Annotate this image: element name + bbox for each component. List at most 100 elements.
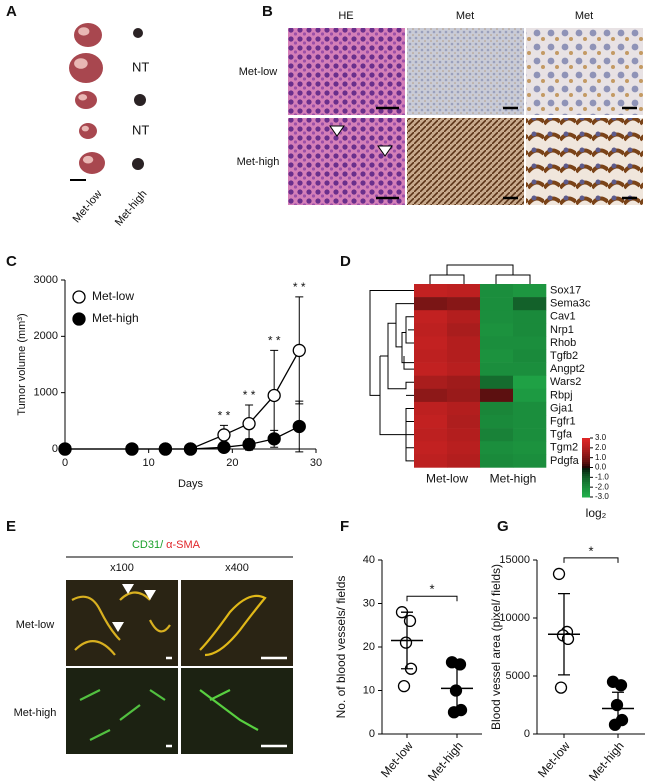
heatmap-cell [513,336,547,350]
heatmap-cell [447,454,481,468]
micrograph [407,28,524,115]
panel-label: B [262,3,273,20]
legend-label: Met-low [92,289,134,303]
sd-bar [612,691,624,726]
heatmap-cell [513,375,547,390]
heatmap-cell [447,415,481,429]
y-tick-label: 2000 [34,330,58,342]
heatmap-cell [447,441,481,455]
heatmap-cell [513,454,547,468]
point [292,419,306,434]
point [183,442,198,456]
heatmap-cell [447,310,481,324]
y-tick-label: 15000 [499,554,530,566]
row-label: Rhob [550,337,576,349]
point [292,343,306,358]
colorbar-step [582,491,590,494]
colorbar-tick-label: -1.0 [595,472,609,481]
heatmap-cell [480,415,514,429]
heatmap-cell [480,349,514,363]
heatmap-cell [414,323,448,337]
group-label: Met-high [113,188,150,228]
point [267,388,281,403]
heatmap-cell [414,284,448,298]
tumor [132,158,144,170]
colorbar-step [582,465,590,468]
row-label: Met-high [14,707,57,719]
y-axis-label: No. of blood vessels/ fields [334,576,348,719]
sd-bar [451,661,463,716]
row-label: Wars2 [550,376,581,388]
colorbar-step [582,471,590,474]
heatmap-cell [480,454,514,468]
colorbar-tick-label: -3.0 [595,492,609,501]
column-header: x400 [225,562,249,574]
x-tick-label: 30 [310,457,322,469]
y-tick-label: 5000 [506,670,530,682]
heatmap-cell [414,388,448,403]
row-label: Nrp1 [550,324,574,336]
tumor-highlight [82,155,94,164]
vessel [199,594,267,657]
row-label: Cav1 [550,311,576,323]
colorbar-tick-label: 2.0 [595,443,607,452]
heatmap-cell [447,428,481,442]
heatmap-cell [414,441,448,455]
x-tick-label: Met-high [425,739,466,782]
point [58,442,72,456]
colorbar-tick-label: 0.0 [595,463,607,472]
column-header: Met [575,10,593,22]
column-label: Met-high [490,472,537,486]
heatmap-cell [447,388,481,403]
micrograph [288,118,405,205]
tumor-highlight [78,27,90,36]
heatmap-cell [480,336,514,350]
heatmap-cell [447,284,481,298]
point [614,679,628,692]
y-tick-label: 40 [363,554,375,566]
colorbar-step [582,449,590,453]
heatmap-cell [480,297,514,311]
tumor [134,94,146,106]
y-tick-label: 0 [369,728,375,740]
row-label: Sox17 [550,284,581,296]
heatmap-cell [513,297,547,311]
sd-bar [401,611,413,670]
colorbar-step [582,461,590,465]
significance-bracket [563,557,619,563]
x-tick-label: Met-low [378,739,416,780]
colorbar-step [582,453,590,457]
heatmap-cell [414,336,448,350]
nt-label: NT [132,59,149,74]
heatmap-cell [480,284,514,298]
heatmap-cell [513,415,547,429]
group-label: Met-low [71,188,105,225]
legend-label: Met-high [92,311,139,325]
colorbar-step [582,445,590,449]
nt-label: NT [132,122,149,137]
tumor-highlight [74,58,88,69]
heatmap-cell [513,323,547,337]
fluorescence-image [181,580,293,666]
arrowhead [112,622,124,632]
micrograph [526,118,643,205]
colorbar-step [582,485,590,488]
arrowhead [329,125,345,137]
heatmap-cell [513,401,547,416]
point [158,442,173,456]
point [242,416,256,431]
row-label: Tgfa [550,429,573,441]
vessel [71,591,171,656]
title-part: α-SMA [166,539,201,551]
y-tick-label: 3000 [34,274,58,286]
row-label: Tgm2 [550,442,578,454]
significance: * [429,582,434,597]
heatmap-cell [414,415,448,429]
tumor [79,123,97,139]
heatmap-cell [414,401,448,416]
column-header: x100 [110,562,134,574]
colorbar-step [582,495,590,498]
colorbar-step [582,463,590,467]
colorbar-step [582,475,590,478]
panel-e-title: CD31/α-SMA [132,539,201,551]
